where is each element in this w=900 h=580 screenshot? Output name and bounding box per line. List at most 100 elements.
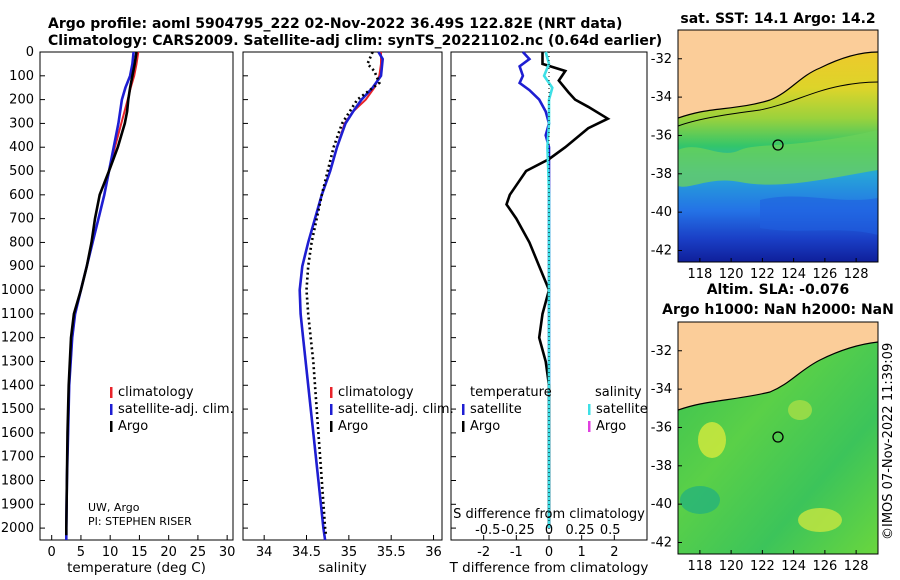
salinity-xtick-label: 34	[256, 545, 273, 560]
temperature-ytick-label: 700	[9, 212, 34, 227]
temperature-ytick-label: 500	[9, 164, 34, 179]
salinity-legend-label: satellite-adj. clim.	[338, 402, 454, 417]
difference-top-xlabel: S difference from climatology	[453, 507, 645, 522]
difference-panel: -2 -1 0 1 2T difference from climatology S di…	[449, 51, 649, 576]
temperature-ytick-label: 1900	[1, 497, 34, 512]
copyright-text: ©IMOS 07-Nov-2022 11:39:09	[881, 343, 896, 540]
temperature-ytick-label: 200	[9, 93, 34, 108]
sla_map-xtick-label: 128	[844, 559, 869, 574]
temperature-xtick-label: 30	[219, 545, 236, 560]
sst-coastline	[678, 51, 878, 119]
difference-xlabel: T difference from climatology	[449, 560, 649, 576]
sla_map-xtick-label: 120	[719, 559, 744, 574]
temperature-ytick-label: 1000	[1, 283, 34, 298]
sst-map: sat. SST: 14.1 Argo: 14.2 118 120 122 124 12…	[651, 11, 879, 282]
sla_map-ytick-label: -34	[651, 382, 672, 397]
difference-temperature-legend-label: satellite	[470, 402, 522, 417]
sla-blob-3	[680, 486, 720, 514]
temperature-xtick-label: 5	[77, 545, 85, 560]
sla_map-xtick-label: 126	[812, 559, 837, 574]
temperature-legend-label: satellite-adj. clim.	[118, 402, 234, 417]
sla_map-ytick-label: -42	[651, 535, 672, 550]
sst_map-ytick-label: -42	[651, 243, 672, 258]
temperature-series-argo	[65, 51, 138, 536]
difference-xtick-label: -2	[477, 545, 490, 560]
temperature-ytick-label: 1500	[1, 402, 34, 417]
salinity-legend-swatch	[330, 404, 333, 415]
temperature-ytick-label: 400	[9, 140, 34, 155]
sst-map-frame	[677, 29, 879, 263]
temperature-xtick-label: 0	[48, 545, 56, 560]
sst_map-ytick-label: -40	[651, 205, 672, 220]
sla-float-marker	[772, 431, 784, 443]
sst_map-xtick-label: 124	[781, 267, 806, 282]
temperature-ytick-label: 1200	[1, 331, 34, 346]
temperature-xtick-label: 25	[190, 545, 207, 560]
difference-salinity-legend-label: Argo	[596, 419, 626, 434]
difference-xtick-label: 2	[610, 545, 618, 560]
temperature-xtick-label: 10	[102, 545, 119, 560]
difference-temperature-legend-swatch	[462, 404, 465, 415]
difference-legend-header-temperature: temperature	[470, 385, 552, 400]
sst-warm-patch	[678, 130, 878, 187]
salinity-axes-frame	[242, 51, 443, 541]
difference-xtick-label: -1	[510, 545, 523, 560]
sst_map-ytick-label: -38	[651, 167, 672, 182]
difference-temperature-legend-label: Argo	[470, 419, 500, 434]
salinity-xtick-label: 34.5	[292, 545, 321, 560]
temperature-ytick-label: 1600	[1, 426, 34, 441]
sla_map-ytick-label: -36	[651, 420, 672, 435]
temperature-ytick-label: 100	[9, 69, 34, 84]
sla_map-xtick-label: 122	[750, 559, 775, 574]
sla-coastline	[678, 341, 878, 411]
salinity-legend-swatch	[330, 387, 333, 398]
sla-blob-1	[698, 422, 726, 458]
sla-map-title-line1: Altim. SLA: -0.076	[707, 282, 850, 298]
temperature-ytick-label: 300	[9, 116, 34, 131]
sla_map-xtick-label: 124	[781, 559, 806, 574]
salinity-xtick-label: 36	[425, 545, 442, 560]
salinity-series-satellite-adj-clim-	[298, 51, 385, 541]
sst-float-marker	[772, 139, 784, 151]
temperature-xlabel: temperature (deg C)	[67, 560, 206, 576]
sla_map-ytick-label: -38	[651, 459, 672, 474]
difference-s-tick-label: -0.25	[501, 523, 535, 538]
sla_map-ytick-label: -32	[651, 344, 672, 359]
salinity-legend-label: climatology	[338, 385, 414, 400]
sst_map-ytick-label: -34	[651, 90, 672, 105]
temperature-legend-label: Argo	[118, 419, 148, 434]
temperature-ytick-label: 800	[9, 235, 34, 250]
difference-series-salinity-satellite	[542, 51, 554, 529]
difference-salinity-legend-swatch	[588, 421, 591, 432]
difference-temperature-legend-swatch	[462, 421, 465, 432]
difference-s-tick-label: -0.5	[475, 523, 500, 538]
credit-line2: PI: STEPHEN RISER	[88, 515, 192, 528]
difference-salinity-legend-swatch	[588, 404, 591, 415]
figure-title-line2: Climatology: CARS2009. Satellite-adj cli…	[48, 33, 662, 49]
temperature-legend-label: climatology	[118, 385, 194, 400]
sla_map-ytick-label: -40	[651, 497, 672, 512]
difference-xtick-label: 0	[545, 545, 553, 560]
sst_map-ytick-label: -32	[651, 52, 672, 67]
difference-s-tick-label: 0	[545, 523, 553, 538]
sst-contour	[678, 81, 878, 127]
sst-map-title: sat. SST: 14.1 Argo: 14.2	[680, 11, 875, 27]
difference-xtick-label: 1	[578, 545, 586, 560]
temperature-xtick-label: 15	[131, 545, 148, 560]
sla_map-xtick-label: 118	[687, 559, 712, 574]
temperature-ytick-label: 900	[9, 259, 34, 274]
salinity-xtick-label: 35.5	[377, 545, 406, 560]
difference-s-tick-label: 0.5	[600, 523, 621, 538]
temperature-ytick-label: 1300	[1, 354, 34, 369]
temperature-ytick-label: 1800	[1, 473, 34, 488]
temperature-ytick-label: 0	[26, 45, 34, 60]
temperature-ytick-label: 1400	[1, 378, 34, 393]
temperature-ytick-label: 2000	[1, 521, 34, 536]
sla-map: Altim. SLA: -0.076 Argo h1000: NaN h2000…	[651, 282, 894, 574]
difference-series-temperature-argo	[505, 52, 611, 529]
sst_map-xtick-label: 118	[687, 267, 712, 282]
difference-salinity-legend-label: satellite	[596, 402, 648, 417]
difference-series-temperature-satellite	[517, 51, 551, 529]
salinity-xtick-label: 35	[341, 545, 358, 560]
salinity-xlabel: salinity	[318, 560, 366, 576]
